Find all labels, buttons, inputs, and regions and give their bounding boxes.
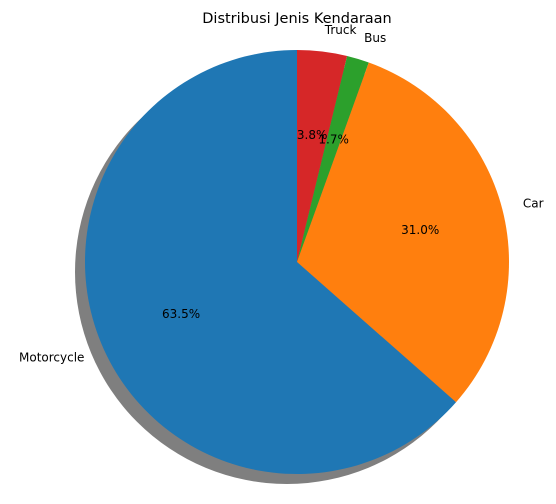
percent-label-car: 31.0%: [401, 223, 439, 237]
pie-slice-truck: [297, 50, 348, 262]
slice-label-bus: Bus: [364, 31, 386, 45]
chart-title: Distribusi Jenis Kendaraan: [202, 11, 392, 27]
slice-label-car: Car: [523, 197, 544, 211]
pie-labels: Truck 3.8% Bus 1.7% Car 31.0% Motorcycle 63.5%: [19, 23, 544, 365]
slice-label-motorcycle: Motorcycle: [19, 350, 84, 364]
pie-slices: [85, 50, 510, 474]
pie-slice-motorcycle: [85, 50, 457, 474]
slice-label-truck: Truck: [324, 23, 357, 37]
percent-label-bus: 1.7%: [318, 133, 349, 147]
pie-slice-car: [297, 62, 510, 403]
percent-label-motorcycle: 63.5%: [162, 307, 200, 321]
pie-slice-bus: [297, 56, 369, 263]
percent-label-truck: 3.8%: [297, 128, 328, 142]
